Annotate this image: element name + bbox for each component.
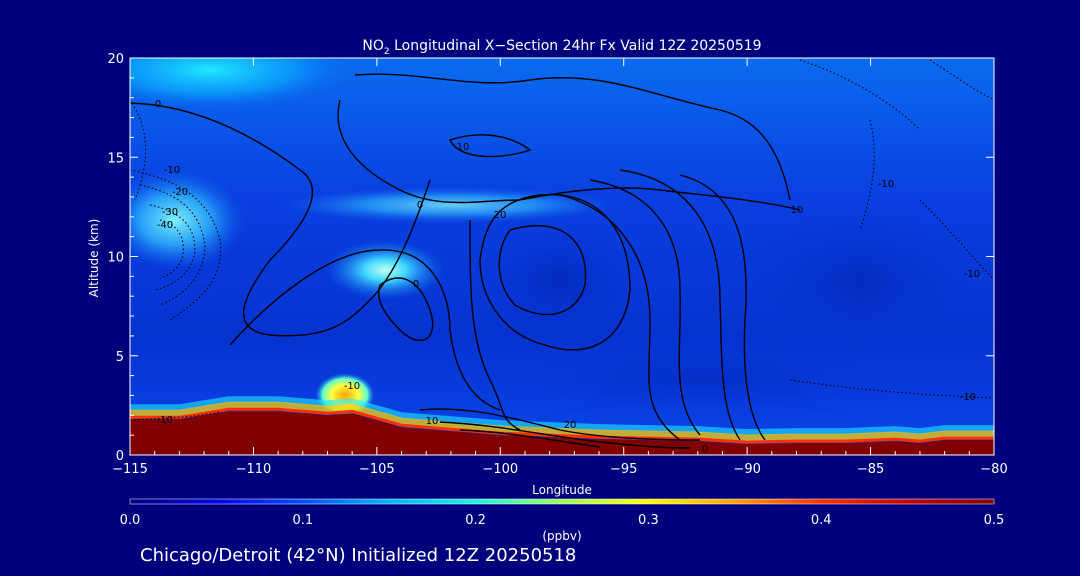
contour-label: -10 [960, 392, 976, 403]
colorbar-unit-label: (ppbv) [542, 529, 581, 543]
contour-solid [459, 429, 601, 448]
x-tick-label: −100 [482, 462, 518, 477]
contour-solid [439, 421, 691, 449]
contour-label: 20 [564, 420, 577, 431]
contour-labels: 0 -10 -20 -30 -40 10 0 20 0 -10 -10 10 20 0 -10 -10 -10 1… [155, 99, 980, 455]
title-subscript: 2 [384, 47, 390, 57]
contour-dotted [130, 169, 222, 321]
contour-solid [679, 174, 766, 441]
y-axis: 0 5 10 15 20 [107, 52, 994, 464]
y-tick-label: 5 [116, 350, 124, 365]
x-axis: −115 −110 −105 −100 −95 −90 −85 −80 [112, 58, 1008, 477]
x-tick-label: −95 [610, 462, 637, 477]
contour-label: 20 [494, 210, 507, 221]
contour-dotted [799, 59, 921, 131]
contour-solid [589, 179, 701, 436]
colorbar-tick-label: 0.0 [120, 513, 141, 528]
contour-dotted [919, 199, 994, 281]
colorbar-ticks: 0.0 0.1 0.2 0.3 0.4 0.5 [120, 513, 1005, 528]
title-suffix: Longitudinal X−Section 24hr Fx Valid 12Z… [390, 38, 762, 54]
colorbar-tick-label: 0.3 [638, 513, 659, 528]
colorbar-tick-label: 0.5 [984, 513, 1005, 528]
low-concentration-lower [480, 340, 920, 420]
contour-solid [449, 134, 532, 158]
contour-label: -10 [157, 415, 173, 426]
y-axis-label: Altitude (km) [87, 219, 101, 298]
contour-label: 0 [155, 99, 161, 110]
contour-label: -10 [878, 179, 894, 190]
contour-dotted [859, 119, 875, 231]
y-tick-label: 15 [107, 151, 124, 166]
high-concentration-left [130, 170, 245, 270]
boundary-layer-cyan [130, 396, 994, 436]
contour-solid [498, 225, 587, 316]
x-tick-label: −115 [112, 462, 148, 477]
contour-solid [229, 249, 501, 411]
y-tick-label: 10 [107, 251, 124, 266]
contour-label: -40 [157, 220, 173, 231]
title-prefix: NO [362, 38, 384, 54]
x-tick-label: −90 [733, 462, 760, 477]
contour-solid [354, 73, 791, 201]
contour-solid [469, 219, 521, 431]
contour-label: 10 [791, 205, 804, 216]
contour-dotted [130, 99, 147, 201]
contour-label: 0 [413, 279, 419, 290]
subtitle: Chicago/Detroit (42°N) Initialized 12Z 2… [140, 545, 576, 566]
contour-solid [619, 169, 741, 441]
contour-dotted [149, 204, 196, 291]
contour-label: -10 [964, 269, 980, 280]
y-tick-label: 0 [116, 449, 124, 464]
colorbar-tick-label: 0.1 [292, 513, 313, 528]
colorbar-tick-label: 0.2 [465, 513, 486, 528]
terrain [130, 411, 994, 455]
x-tick-label: −105 [359, 462, 395, 477]
contour-solid [378, 277, 434, 341]
x-tick-label: −85 [857, 462, 884, 477]
contour-solid [479, 193, 631, 351]
plot-area: 0 -10 -20 -30 -40 10 0 20 0 -10 -10 10 20 0 -10 -10 -10 1… [130, 58, 994, 455]
contour-label: -30 [162, 207, 178, 218]
contour-label: -10 [344, 381, 360, 392]
colorbar-tick-label: 0.4 [811, 513, 832, 528]
contour-label: -10 [164, 165, 180, 176]
contour-label: 10 [426, 416, 439, 427]
x-tick-label: −80 [980, 462, 1007, 477]
high-concentration-upper-left [130, 58, 350, 110]
contour-dotted [929, 59, 994, 101]
contour-dotted [789, 379, 994, 399]
contour-label: -20 [172, 187, 188, 198]
low-concentration-right [730, 200, 990, 360]
colorbar [129, 498, 995, 505]
contour-label: 0 [702, 444, 708, 455]
y-tick-label: 20 [107, 52, 124, 67]
x-axis-label: Longitude [532, 483, 592, 497]
contour-dotted [130, 411, 221, 421]
terrain-edge [130, 407, 994, 444]
contour-solid [559, 194, 681, 441]
chart-title: NO2 Longitudinal X−Section 24hr Fx Valid… [362, 38, 761, 57]
x-tick-label: −110 [236, 462, 272, 477]
contour-label: 0 [417, 200, 423, 211]
contour-solid [419, 408, 701, 441]
low-concentration-center [480, 220, 640, 340]
contour-label: 10 [457, 142, 470, 153]
contours [130, 59, 994, 449]
high-concentration-center [325, 240, 445, 300]
